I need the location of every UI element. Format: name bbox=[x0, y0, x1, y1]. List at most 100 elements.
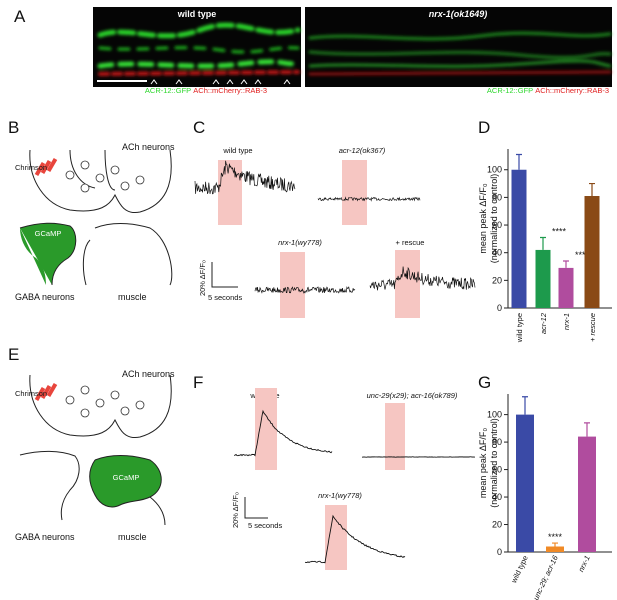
label: muscle bbox=[118, 532, 147, 542]
panel-letter: D bbox=[478, 118, 490, 137]
trace-title: unc-29(x29); acr-16(ok789) bbox=[367, 391, 458, 400]
label: GABA neurons bbox=[15, 532, 75, 542]
y-axis-label: (normalized to control) bbox=[489, 418, 499, 508]
label: muscle bbox=[118, 292, 147, 302]
bar bbox=[558, 267, 574, 308]
panel-letter: C bbox=[193, 118, 205, 137]
bar bbox=[546, 546, 564, 552]
significance: **** bbox=[548, 532, 563, 542]
x-tick-label: nrx-1 bbox=[576, 554, 591, 573]
label: GCaMP bbox=[35, 229, 62, 238]
synapse-diagram bbox=[19, 149, 173, 286]
panel-letter: B bbox=[8, 118, 19, 137]
trace-title: wild type bbox=[222, 146, 252, 155]
error-bar bbox=[589, 182, 595, 197]
stim-window bbox=[255, 388, 277, 470]
scale-bar bbox=[211, 262, 268, 519]
x-tick-label: wild type bbox=[509, 554, 530, 585]
error-bar bbox=[522, 396, 528, 415]
legend-green: ACR-12::GFP bbox=[145, 86, 191, 95]
scale-label: 20% ΔF/F₀ bbox=[198, 260, 207, 296]
error-bar bbox=[584, 422, 590, 437]
y-tick-label: 80 bbox=[492, 192, 502, 202]
bar bbox=[584, 196, 600, 308]
label: ACh neurons bbox=[122, 369, 175, 379]
y-tick-label: 100 bbox=[487, 165, 502, 175]
y-tick-label: 20 bbox=[492, 275, 502, 285]
x-tick-label: unc-29; acr-16 bbox=[531, 553, 560, 600]
bar bbox=[511, 169, 527, 308]
image-title: nrx-1(ok1649) bbox=[429, 9, 488, 19]
panel-letter: E bbox=[8, 345, 19, 364]
stim-window bbox=[385, 403, 405, 470]
significance: **** bbox=[552, 226, 567, 236]
x-tick-label: wild type bbox=[515, 313, 524, 343]
trace bbox=[369, 266, 476, 291]
image-legend: ACR-12::GFP/ACh::mCherry::RAB-3 bbox=[145, 86, 267, 95]
trace-title: + rescue bbox=[396, 238, 425, 247]
trace bbox=[233, 409, 333, 457]
trace-title: nrx-1(wy778) bbox=[318, 491, 362, 500]
legend-sep: / bbox=[191, 86, 194, 95]
error-bar bbox=[516, 153, 522, 170]
label: GCaMP bbox=[113, 473, 140, 482]
trace bbox=[194, 160, 296, 195]
panel-letter: G bbox=[478, 373, 491, 392]
x-tick-label: acr-12 bbox=[539, 312, 548, 334]
stim-window bbox=[325, 505, 347, 570]
label: Chrimson bbox=[15, 163, 47, 172]
x-tick-label: nrx-1 bbox=[562, 313, 571, 330]
label: Chrimson bbox=[15, 389, 47, 398]
scale-label: 5 seconds bbox=[248, 521, 282, 530]
legend-green: ACR-12::GFP bbox=[487, 86, 533, 95]
error-bar bbox=[540, 236, 546, 250]
synapse-diagram bbox=[19, 374, 172, 526]
label: ACh neurons bbox=[122, 142, 175, 152]
chrimson bbox=[34, 382, 58, 402]
trace bbox=[304, 514, 406, 564]
error-bar bbox=[552, 542, 558, 547]
label: GABA neurons bbox=[15, 292, 75, 302]
x-tick-label: + rescue bbox=[588, 313, 597, 342]
legend-red: ACh::mCherry::RAB-3 bbox=[535, 86, 609, 95]
panel-letter: A bbox=[14, 7, 26, 26]
legend-sep: / bbox=[533, 86, 536, 95]
y-tick-label: 100 bbox=[487, 410, 502, 420]
chrimson bbox=[34, 157, 58, 177]
vesicles bbox=[65, 160, 145, 193]
bar bbox=[535, 249, 551, 308]
image-legend: ACR-12::GFP/ACh::mCherry::RAB-3 bbox=[487, 86, 609, 95]
trace-title: acr-12(ok367) bbox=[339, 146, 386, 155]
scale-label: 20% ΔF/F₀ bbox=[231, 492, 240, 528]
y-axis-label: mean peak ΔF/F₀ bbox=[478, 428, 488, 499]
scale-label: 5 seconds bbox=[208, 293, 242, 302]
y-tick-label: 0 bbox=[497, 547, 502, 557]
y-tick-label: 40 bbox=[492, 248, 502, 258]
trace bbox=[317, 196, 421, 202]
y-tick-label: 60 bbox=[492, 220, 502, 230]
micrograph: nrx-1(ok1649) ACR-12::GFP/ACh::mCherry::… bbox=[305, 7, 612, 95]
trace bbox=[254, 286, 356, 294]
stim-window bbox=[342, 160, 367, 225]
stim-window bbox=[280, 252, 305, 318]
stim-window bbox=[218, 160, 242, 225]
y-tick-label: 60 bbox=[492, 465, 502, 475]
image-title: wild type bbox=[177, 9, 217, 19]
y-tick-label: 0 bbox=[497, 303, 502, 313]
y-tick-label: 40 bbox=[492, 492, 502, 502]
stim-window bbox=[395, 250, 420, 318]
error-bar bbox=[563, 260, 569, 268]
trace-title: nrx-1(wy778) bbox=[278, 238, 322, 247]
bar bbox=[578, 436, 596, 552]
y-axis-label: mean peak ΔF/F₀ bbox=[478, 183, 488, 254]
vesicles bbox=[65, 385, 145, 418]
panel-letter: F bbox=[193, 373, 203, 392]
y-axis-label: (normalized to control) bbox=[489, 174, 499, 264]
significance: **** bbox=[575, 250, 590, 260]
y-tick-label: 80 bbox=[492, 437, 502, 447]
legend-red: ACh::mCherry::RAB-3 bbox=[193, 86, 267, 95]
y-tick-label: 20 bbox=[492, 520, 502, 530]
micrograph: wild type ACR-12::GFP/ACh::mCherry::RAB-… bbox=[93, 7, 301, 95]
bar bbox=[516, 414, 534, 552]
